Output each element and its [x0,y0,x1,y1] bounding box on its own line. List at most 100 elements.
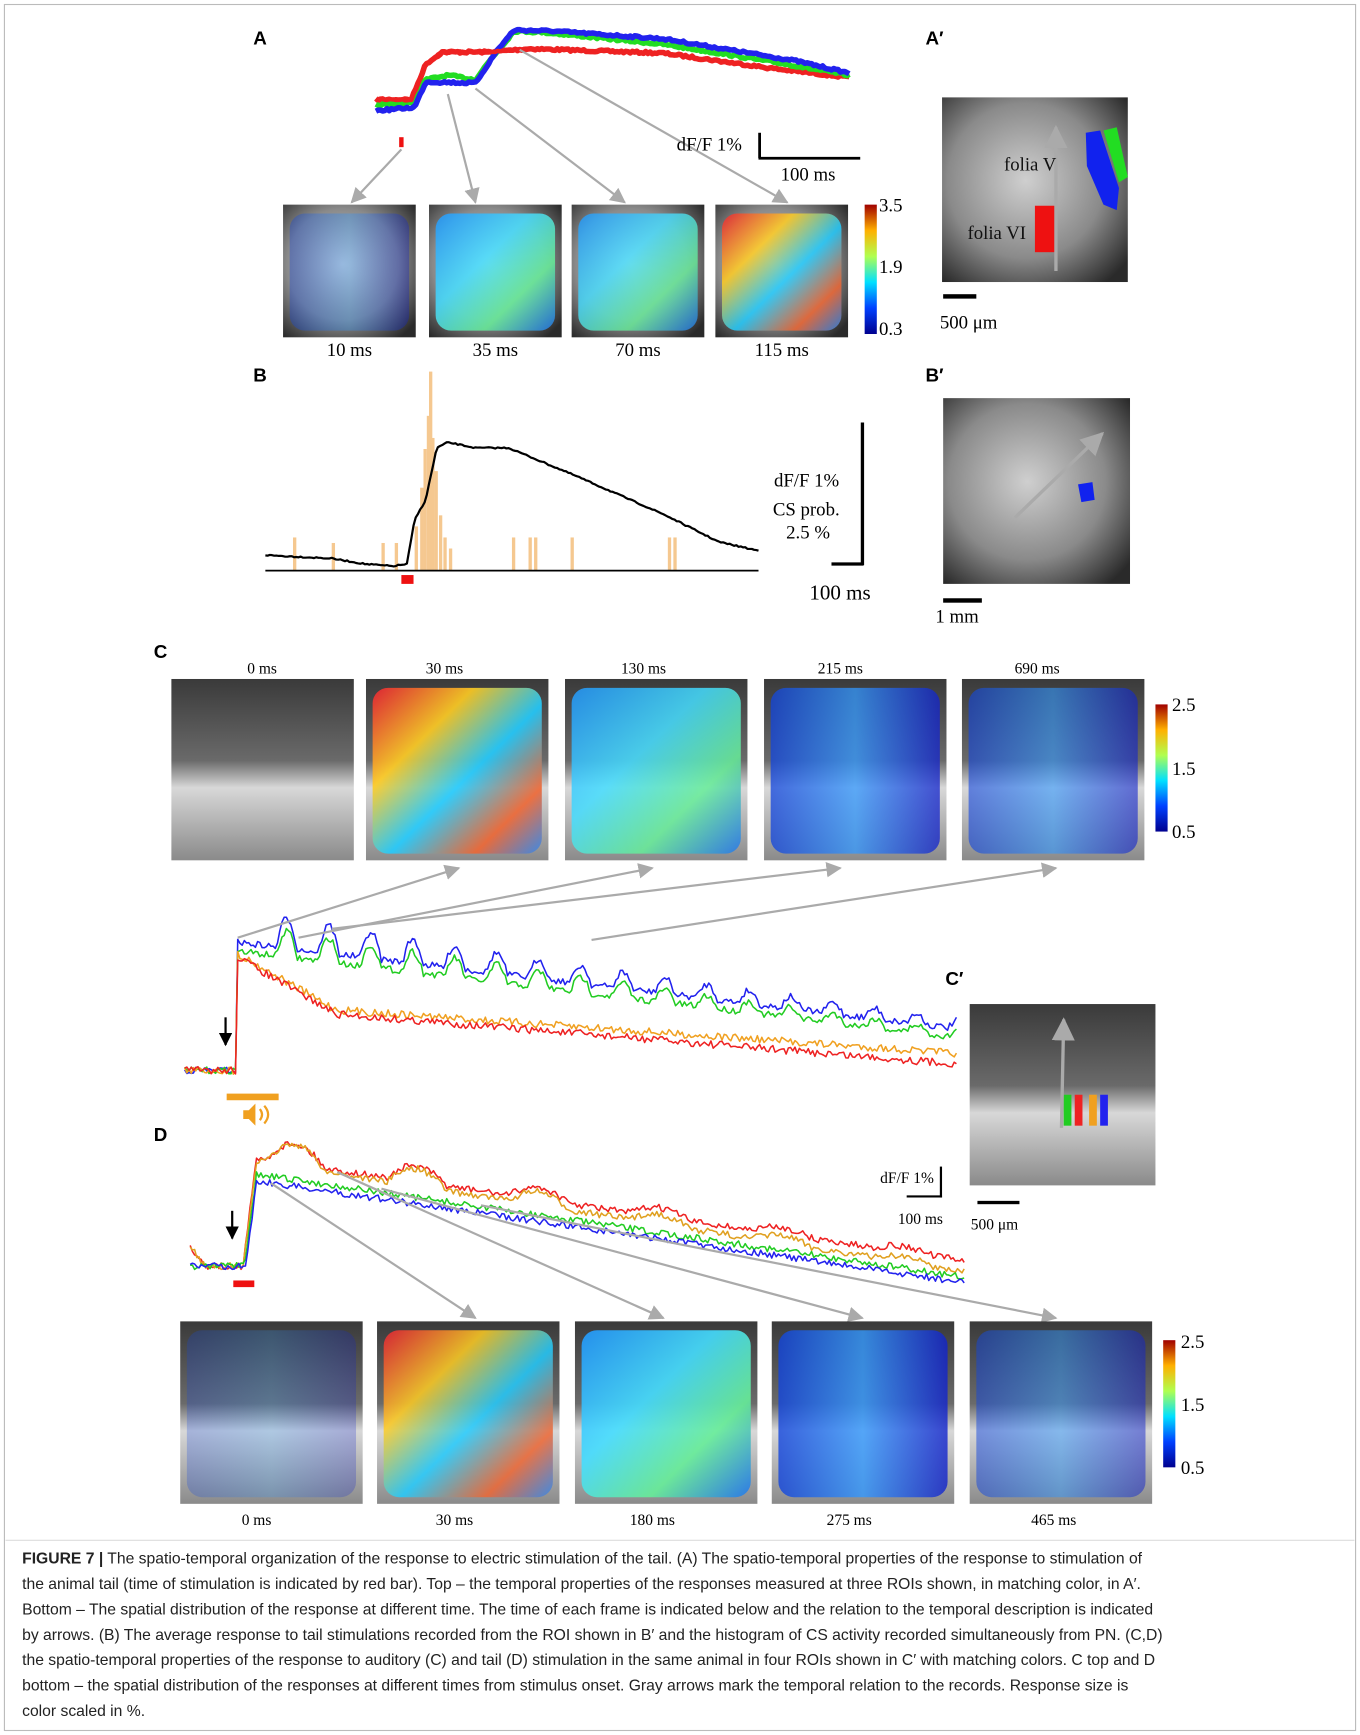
scale-label: 500 μm [971,1217,1018,1234]
trace [189,1141,965,1271]
speaker-waves [258,1105,270,1125]
histogram-bar [434,471,438,571]
frame-label: 10 ms [327,340,372,361]
image [171,678,354,861]
heatmap [968,687,1138,854]
trace [189,1179,965,1284]
line [381,1187,864,1322]
roi [1074,1094,1083,1126]
heatmap [383,1330,553,1498]
frame-label: 180 ms [630,1512,675,1529]
frame-label: 690 ms [1015,660,1060,677]
colorbar-label: 1.5 [1172,759,1195,780]
panel-label: D [154,1124,168,1145]
trace [183,950,958,1075]
caption-line: bottom – the spatial distribution of the… [22,1678,1128,1695]
trace [184,957,957,1075]
frame-label: 30 ms [436,1512,473,1529]
trace [183,916,958,1075]
trace [374,26,851,114]
frame-label: 0 ms [242,1512,272,1529]
histogram-bar [443,537,447,571]
roi [1089,1094,1097,1126]
roi [1034,205,1058,253]
histogram-bar [394,542,399,571]
heatmap [778,1330,948,1498]
histogram-bar [667,537,672,571]
caption-text: The spatio-temporal organization of the … [103,1551,1142,1568]
image [943,398,1131,584]
histogram-bar [426,415,431,571]
panel-label: B′ [925,365,944,386]
roi [1063,1094,1072,1126]
scale-bar [943,598,982,603]
caption-line: by arrows. (B) The average response to t… [22,1627,1162,1644]
histogram-bar [423,448,427,571]
histogram-bar [381,542,385,571]
histogram-bar [420,487,424,571]
trace [189,1142,965,1274]
stimulus-bar [399,137,404,148]
panel-label: C [154,641,168,662]
panel-label: A′ [925,27,944,48]
stimulus-bar [401,575,414,584]
histogram-bar [331,542,336,571]
heatmap [289,213,410,331]
frame-label: 115 ms [755,340,809,361]
histogram-bar [570,537,574,571]
line [591,862,1058,942]
region-label: folia VI [967,223,1026,244]
line [350,148,403,204]
scale-label: 2.5 % [786,523,830,544]
line [480,1204,1058,1323]
scale-label: CS prob. [773,499,840,520]
line [1051,1017,1075,1128]
scale-label: dF/F 1% [774,471,839,492]
frame-label: 215 ms [818,660,863,677]
colorbar [1163,1340,1176,1468]
line [1013,431,1105,519]
caption-line: color scaled in %. [22,1703,145,1720]
histogram-bar [293,537,297,571]
frame-label: 275 ms [827,1512,872,1529]
line [446,93,480,204]
figure-texts: A dF/F 1% 100 ms 3.5 1.9 0.3 10 ms 35 ms… [22,27,1204,1720]
colorbar-label: 2.5 [1172,695,1195,716]
stimulus-bar [226,1093,279,1101]
frame-label: 35 ms [473,340,518,361]
line [474,87,626,204]
scale-label: 100 ms [898,1211,943,1228]
frame-label: 130 ms [621,660,666,677]
scale-label: 500 μm [940,312,998,333]
stimulus-bar [233,1280,255,1288]
heatmap [581,1330,751,1498]
colorbar-label: 0.3 [879,319,902,340]
scale-bar [977,1200,1020,1205]
heatmap [186,1330,357,1498]
scale-label: dF/F 1% [880,1170,934,1187]
histogram-bar [438,515,443,571]
trace [190,1171,965,1280]
colorbar-label: 2.5 [1181,1332,1204,1353]
scale-label: 100 ms [809,580,870,604]
figure-border [3,3,1357,1732]
line [270,1182,477,1319]
caption-line: the spatio-temporal properties of the re… [22,1652,1155,1669]
histogram-bar [429,371,433,571]
heatmap [578,213,698,331]
histogram-bar [528,537,532,571]
histogram-bar [414,526,418,571]
line [237,864,461,939]
scale-label: dF/F 1% [677,134,742,155]
frame-label: 70 ms [615,340,660,361]
heatmap [571,687,741,854]
trace [184,927,957,1075]
roi [1100,1094,1108,1126]
caption-line: the animal tail (time of stimulation is … [22,1576,1141,1593]
frame-label: 30 ms [426,660,463,677]
trace [375,46,531,103]
roi [1085,130,1119,211]
heatmap [722,213,842,331]
speaker-icon [243,1103,256,1126]
frame-label: 0 ms [247,660,277,677]
